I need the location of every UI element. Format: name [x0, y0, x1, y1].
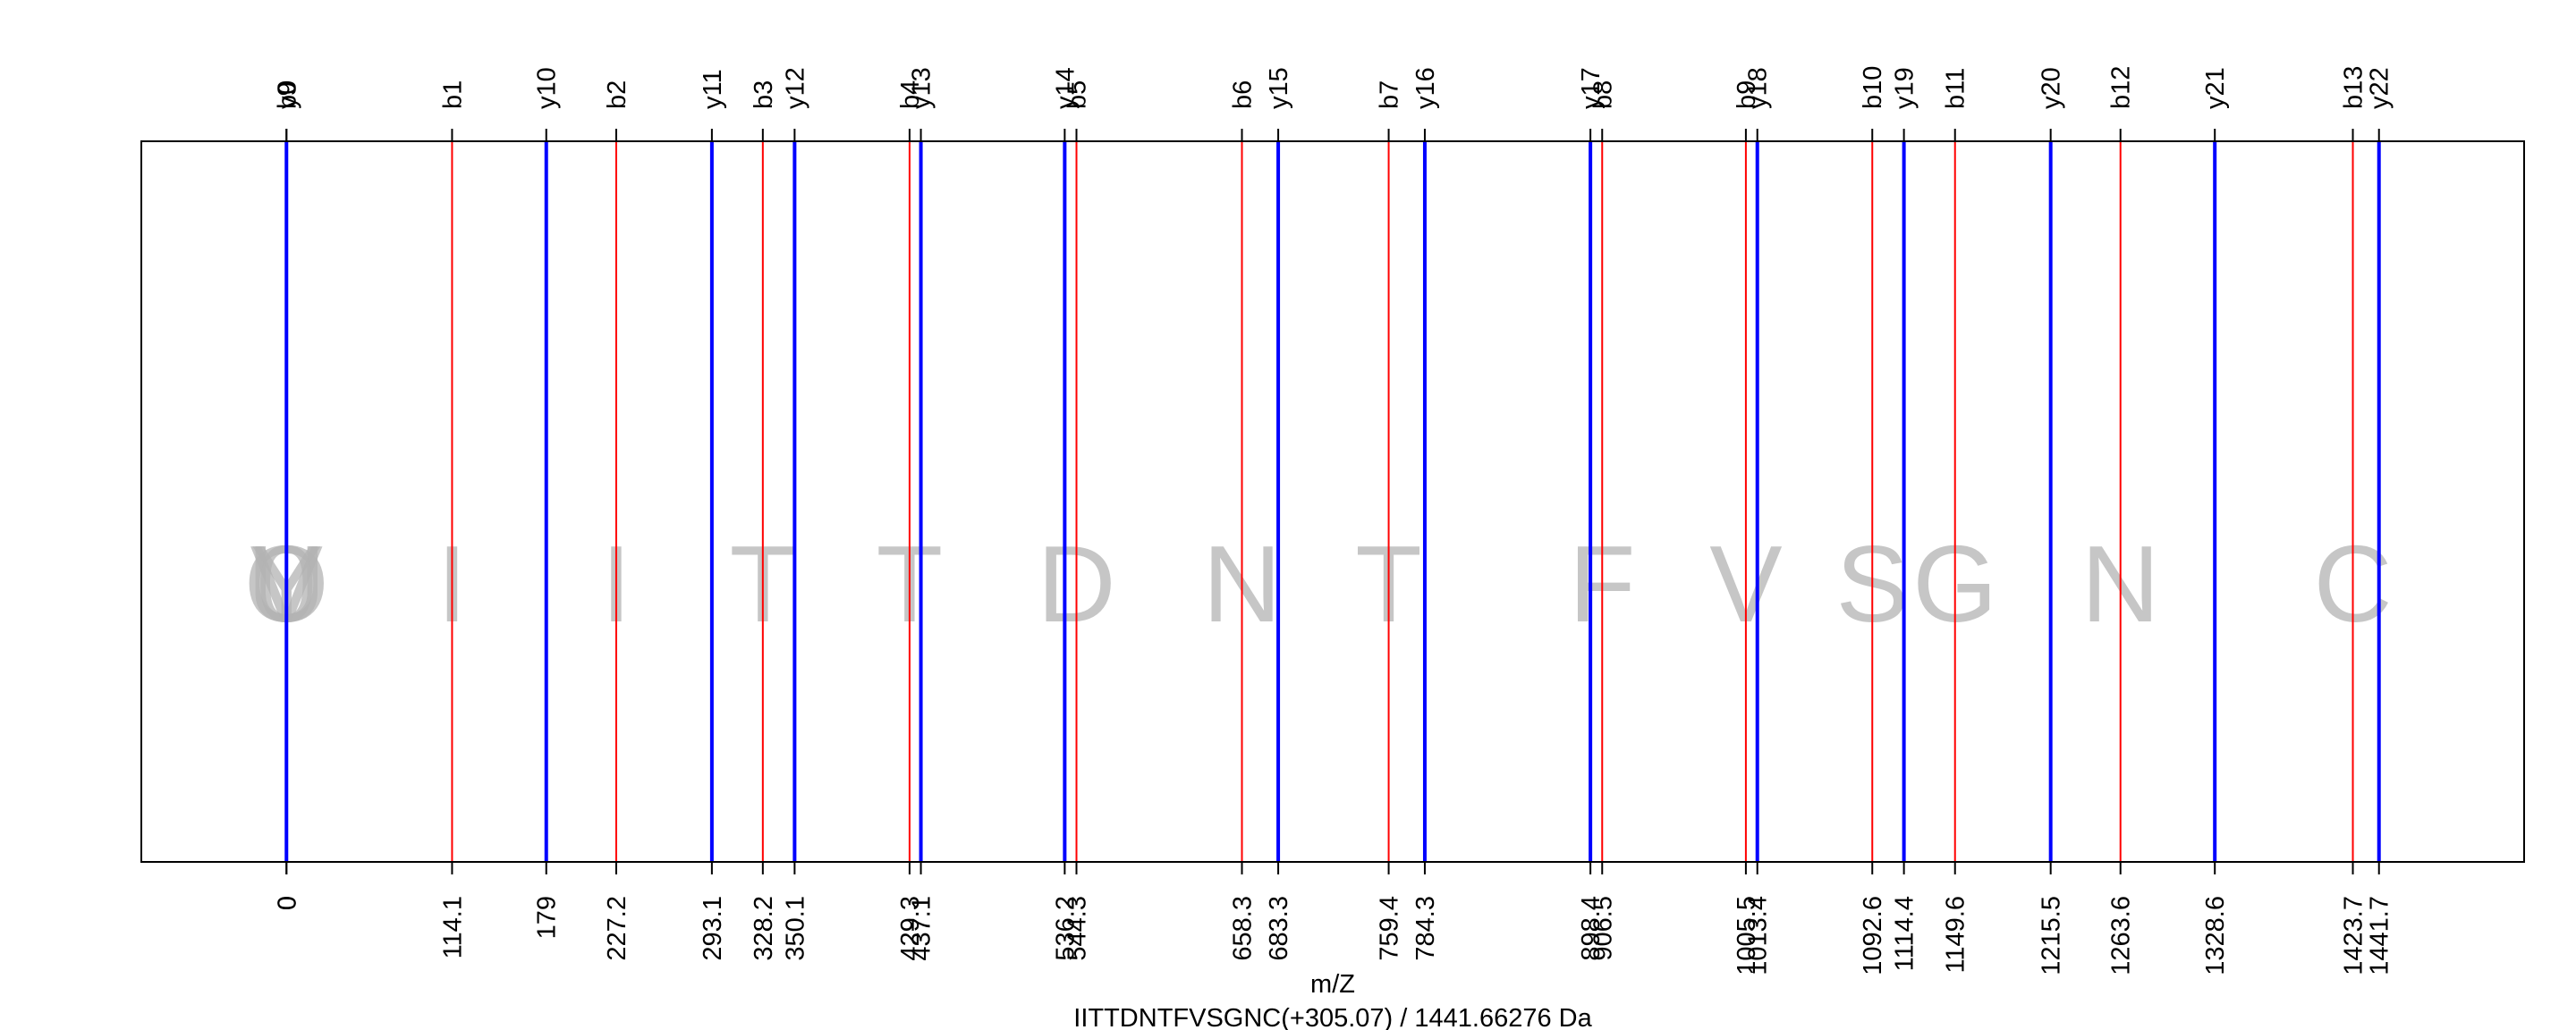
ion-label: b0	[273, 80, 301, 109]
tick-label: 1092.6	[1859, 896, 1887, 975]
ion-label: y19	[1891, 67, 1919, 109]
tick-label: 1114.4	[1891, 896, 1919, 971]
ion-label: b3	[750, 80, 778, 109]
tick-label: 1215.5	[2038, 896, 2066, 975]
tick-label: 1005.5	[1733, 896, 1761, 975]
ion-label: b6	[1228, 80, 1257, 109]
tick-label: 759.4	[1376, 896, 1404, 961]
ion-label: y11	[699, 69, 727, 109]
tick-label: 437.1	[908, 896, 936, 961]
ion-label: y21	[2201, 67, 2230, 109]
ion-label: y15	[1265, 67, 1293, 109]
tick-label: 536.2	[1051, 896, 1080, 961]
ion-label: y9	[273, 81, 301, 109]
ion-label: y18	[1744, 67, 1773, 109]
tick-label: 1263.6	[2107, 896, 2136, 975]
bottom-axis: 00 114.1 179 227.2 293.1 328.2 350.1 429.3437.1…	[273, 862, 2394, 975]
tick-label: 658.3	[1228, 896, 1257, 961]
ion-label: b5	[1063, 80, 1092, 109]
tick-label: 898.4	[1577, 896, 1606, 961]
peak-lines	[284, 141, 2381, 862]
tick-label: 1441.7	[2366, 896, 2394, 975]
tick-label: 1423.7	[2340, 896, 2368, 975]
tick-label: 906.5	[1589, 896, 1617, 961]
tick-label: 683.3	[1265, 896, 1293, 961]
ion-label: b13	[2340, 66, 2368, 109]
tick-label: 328.2	[750, 896, 778, 961]
tick-label: 1013.4	[1744, 896, 1773, 975]
ion-label: b4	[896, 80, 925, 109]
tick-label: 1149.6	[1942, 896, 1970, 974]
ion-label: b10	[1859, 66, 1887, 109]
tick-label: 0	[273, 896, 301, 910]
tick-label: 293.1	[699, 896, 727, 961]
tick-label: 179	[533, 896, 562, 939]
ion-label: y20	[2038, 67, 2066, 109]
tick-label: 784.3	[1411, 896, 1440, 961]
ion-label: b9	[1733, 80, 1761, 109]
ion-label: y13	[908, 67, 936, 109]
tick-label: 114.1	[438, 896, 467, 958]
tick-label: 544.3	[1063, 896, 1092, 961]
ion-label: y14	[1051, 67, 1080, 109]
tick-label: 227.2	[603, 896, 631, 961]
ion-label: y12	[781, 67, 809, 109]
tick-label: 1328.6	[2201, 896, 2230, 975]
tick-label: 429.3	[896, 896, 925, 961]
chart-subtitle: IITTDNTFVSGNC(+305.07) / 1441.66276 Da	[1073, 1004, 1592, 1030]
ion-label: b8	[1589, 80, 1617, 109]
ion-label: y16	[1411, 67, 1440, 109]
ion-label: y22	[2366, 67, 2394, 109]
ion-label: b2	[603, 80, 631, 109]
ion-label: b12	[2107, 66, 2136, 109]
ion-label: b1	[438, 80, 467, 109]
plot-frame	[140, 140, 2525, 863]
x-axis-label: m/Z	[1310, 970, 1355, 999]
ion-label: b7	[1376, 80, 1404, 109]
tick-label: 0	[273, 896, 301, 910]
top-axis: b0 b1 b2 b3 b4 b5 b6 b7 b8 b9 b10 b11 b12 b13 y9 y10 y11…	[273, 66, 2394, 141]
tick-label: 350.1	[781, 896, 809, 961]
ion-label: y17	[1577, 67, 1606, 109]
ion-label: b11	[1942, 68, 1970, 109]
ion-label: y10	[533, 67, 562, 109]
